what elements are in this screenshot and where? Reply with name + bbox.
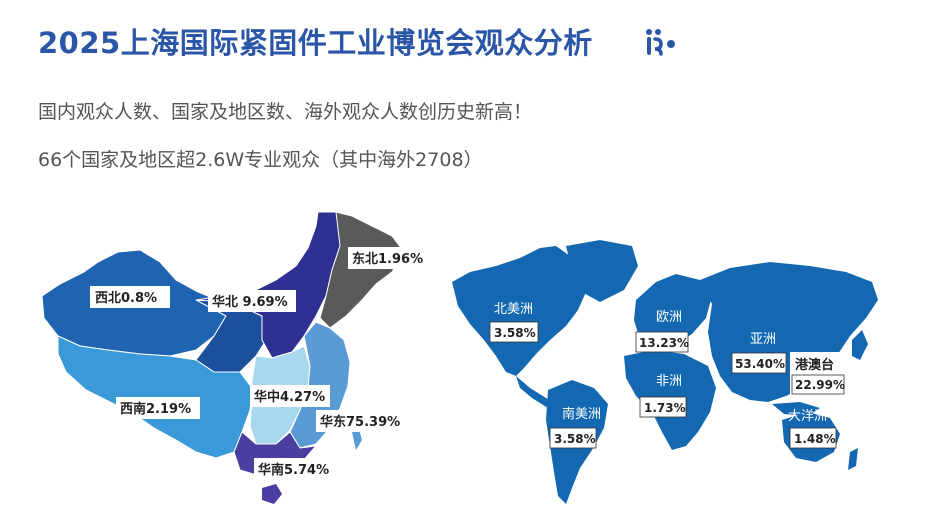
value-hk-macau-taiwan: 22.99%	[795, 378, 845, 392]
value-south-america: 3.58%	[549, 427, 597, 449]
name-hk-macau-taiwan: 港澳台	[795, 357, 834, 373]
value-asia: 53.40%	[731, 352, 787, 374]
hk-macau-taiwan-callout: 港澳台 22.99%	[790, 352, 846, 395]
value-north-america: 3.58%	[489, 321, 539, 343]
svg-text:1.48%: 1.48%	[794, 432, 836, 446]
subtitle-highlight: 国内观众人数、国家及地区数、海外观众人数创历史新高！	[38, 101, 533, 123]
svg-text:3.58%: 3.58%	[494, 326, 536, 340]
label-north: 华北 9.69%	[208, 290, 296, 312]
page-title: 2025上海国际紧固件工业博览会观众分析	[38, 26, 593, 60]
svg-text:华中4.27%: 华中4.27%	[254, 389, 325, 405]
svg-text:华东75.39%: 华东75.39%	[320, 414, 400, 430]
japan	[852, 330, 868, 360]
label-northwest: 西北0.8%	[90, 286, 170, 308]
region-northeast	[319, 211, 405, 329]
hainan-island	[262, 484, 282, 504]
label-central: 华中4.27%	[250, 385, 330, 407]
greenland	[566, 240, 638, 302]
svg-text:华南5.74%: 华南5.74%	[258, 462, 329, 478]
svg-text:53.40%: 53.40%	[735, 357, 785, 371]
continent-north-america	[452, 246, 586, 376]
label-south: 华南5.74%	[254, 458, 338, 480]
name-asia: 亚洲	[750, 332, 776, 347]
name-europe: 欧洲	[656, 310, 682, 325]
label-southwest: 西南2.19%	[116, 397, 200, 419]
svg-text:西南2.19%: 西南2.19%	[120, 401, 191, 417]
subtitle-audience-count: 66个国家及地区超2.6W专业观众（其中海外2708）	[38, 149, 483, 171]
value-oceania: 1.48%	[789, 427, 837, 449]
name-north-america: 北美洲	[494, 302, 533, 317]
china-map: 西北0.8% 华北 9.69% 东北1.96% 西南2.19% 华中4.27% …	[41, 211, 432, 504]
value-europe: 13.23%	[635, 331, 689, 353]
new-zealand	[848, 448, 858, 470]
fastener-logo-icon	[646, 29, 675, 56]
svg-text:西北0.8%: 西北0.8%	[95, 291, 157, 306]
continent-europe	[634, 274, 712, 348]
name-oceania: 大洋洲	[788, 409, 827, 424]
name-africa: 非洲	[656, 374, 682, 389]
label-northeast: 东北1.96%	[348, 247, 432, 269]
world-map: 北美洲 3.58% 南美洲 3.58% 欧洲 13.23% 非洲 1.73% 亚…	[452, 240, 878, 504]
value-africa: 1.73%	[639, 396, 687, 418]
central-america	[516, 376, 556, 408]
svg-text:华北 9.69%: 华北 9.69%	[212, 294, 288, 310]
name-south-america: 南美洲	[562, 406, 601, 422]
svg-text:3.58%: 3.58%	[554, 432, 596, 446]
svg-text:13.23%: 13.23%	[639, 336, 689, 350]
label-east: 华东75.39%	[316, 410, 408, 432]
svg-text:东北1.96%: 东北1.96%	[352, 251, 423, 267]
continent-asia	[700, 262, 878, 402]
svg-text:1.73%: 1.73%	[644, 401, 686, 415]
